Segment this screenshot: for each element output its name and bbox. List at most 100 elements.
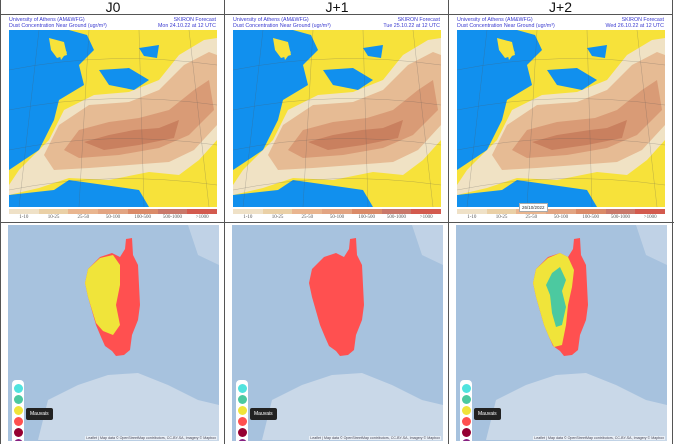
- dust-legend-label: 50-100: [105, 215, 121, 220]
- dust-forecast-panel: University of Athens (AM&WFG) SKIRON For…: [8, 17, 218, 221]
- dust-legend: [9, 209, 218, 214]
- dust-concentration-map: [233, 30, 441, 207]
- dust-legend-label: 1-10: [467, 215, 477, 220]
- dust-legend-label: 100-500: [582, 215, 600, 220]
- dust-legend-swatch: [233, 209, 263, 214]
- air-quality-panel[interactable]: Mauvais Leaflet | Map data © OpenStreetM…: [456, 225, 667, 441]
- forecast-label: SKIRON Forecast: [621, 17, 664, 23]
- dust-legend-swatch: [38, 209, 69, 214]
- dust-legend-label: 500-1000: [610, 215, 631, 220]
- dust-legend-swatch: [381, 209, 412, 214]
- dust-legend-swatch: [575, 209, 606, 214]
- legend-tooltip: Mauvais: [250, 408, 277, 420]
- map-attribution[interactable]: Leaflet | Map data © OpenStreetMap contr…: [533, 436, 665, 440]
- aq-legend: [236, 380, 248, 441]
- dust-legend-label: 100-500: [134, 215, 152, 220]
- dust-legend-label: >1000: [419, 215, 433, 220]
- dust-legend-swatch: [411, 209, 442, 214]
- dust-legend-label: 10-25: [495, 215, 508, 220]
- dust-legend-swatch: [127, 209, 158, 214]
- aq-legend: [12, 380, 24, 441]
- aq-legend-dot[interactable]: [13, 406, 23, 415]
- map-attribution[interactable]: Leaflet | Map data © OpenStreetMap contr…: [309, 436, 441, 440]
- legend-tooltip: Mauvais: [26, 408, 53, 420]
- dust-legend-label: 10-25: [47, 215, 60, 220]
- forecast-label: SKIRON Forecast: [173, 17, 216, 23]
- dust-legend-label: 1-10: [243, 215, 253, 220]
- aq-legend-dot[interactable]: [13, 417, 23, 426]
- dust-legend-swatch: [635, 209, 666, 214]
- institution-label: University of Athens (AM&WFG): [9, 17, 85, 23]
- dust-legend-swatch: [292, 209, 323, 214]
- legend-tooltip: Mauvais: [474, 408, 501, 420]
- dust-legend-labels: 1-10 10-25 25-50 50-100 100-500 500-1000 >1000: [457, 215, 665, 220]
- date-label: Mon 24.10.22 at 12 UTC: [157, 23, 216, 29]
- aq-legend-dot[interactable]: [13, 428, 23, 437]
- dust-legend-swatch: [187, 209, 218, 214]
- aq-legend-dot[interactable]: [237, 406, 247, 415]
- dust-legend-swatch: [68, 209, 99, 214]
- dust-concentration-map: [9, 30, 217, 207]
- air-quality-panel[interactable]: Mauvais Leaflet | Map data © OpenStreetM…: [8, 225, 219, 441]
- dust-legend-swatch: [546, 209, 576, 214]
- dust-legend-label: 500-1000: [162, 215, 183, 220]
- air-quality-map[interactable]: [8, 225, 219, 441]
- forecast-column-jplus1: J+1 University of Athens (AM&WFG) SKIRON…: [224, 0, 449, 444]
- dust-legend-label: >1000: [195, 215, 209, 220]
- dust-forecast-panel: University of Athens (AM&WFG) SKIRON For…: [232, 17, 442, 221]
- air-quality-map[interactable]: [232, 225, 443, 441]
- dust-legend: [457, 209, 666, 214]
- aq-legend-dot[interactable]: [237, 395, 247, 404]
- aq-legend-dot[interactable]: [461, 384, 471, 393]
- institution-label: University of Athens (AM&WFG): [233, 17, 309, 23]
- date-tooltip: 26/10/2022: [519, 203, 548, 212]
- aq-legend-dot[interactable]: [237, 417, 247, 426]
- dust-legend-label: 25-50: [525, 215, 538, 220]
- aq-legend-dot[interactable]: [461, 417, 471, 426]
- dust-legend-swatch: [157, 209, 188, 214]
- aq-legend: [460, 380, 472, 441]
- aq-legend-dot[interactable]: [461, 395, 471, 404]
- air-quality-map[interactable]: [456, 225, 667, 441]
- dust-legend-swatch: [486, 209, 517, 214]
- air-quality-panel[interactable]: Mauvais Leaflet | Map data © OpenStreetM…: [232, 225, 443, 441]
- forecast-column-j0: J0 University of Athens (AM&WFG) SKIRON …: [0, 0, 225, 444]
- dust-legend-swatch: [457, 209, 487, 214]
- date-label: Wed 26.10.22 at 12 UTC: [605, 23, 665, 29]
- dust-legend-label: 500-1000: [386, 215, 407, 220]
- sardinia-landmass: [262, 373, 443, 441]
- dust-legend-swatch: [98, 209, 128, 214]
- row-divider: [0, 222, 674, 223]
- aq-legend-dot[interactable]: [461, 439, 471, 441]
- aq-legend-dot[interactable]: [461, 428, 471, 437]
- dust-legend-labels: 1-10 10-25 25-50 50-100 100-500 500-1000 >1000: [9, 215, 217, 220]
- forecast-label: SKIRON Forecast: [397, 17, 440, 23]
- aq-legend-dot[interactable]: [13, 439, 23, 441]
- aq-legend-dot[interactable]: [13, 384, 23, 393]
- aq-legend-dot[interactable]: [237, 428, 247, 437]
- aq-legend-dot[interactable]: [237, 384, 247, 393]
- aq-legend-dot[interactable]: [461, 406, 471, 415]
- dust-forecast-panel: University of Athens (AM&WFG) SKIRON For…: [456, 17, 666, 221]
- product-label: Dust Concentration Near Ground (ugr/m³): [457, 23, 555, 29]
- aq-legend-dot[interactable]: [237, 439, 247, 441]
- dust-legend-labels: 1-10 10-25 25-50 50-100 100-500 500-1000 >1000: [233, 215, 441, 220]
- institution-label: University of Athens (AM&WFG): [457, 17, 533, 23]
- column-title: J+1: [225, 0, 449, 15]
- product-label: Dust Concentration Near Ground (ugr/m³): [233, 23, 331, 29]
- map-attribution[interactable]: Leaflet | Map data © OpenStreetMap contr…: [85, 436, 217, 440]
- product-label: Dust Concentration Near Ground (ugr/m³): [9, 23, 107, 29]
- dust-legend-label: 25-50: [301, 215, 314, 220]
- dust-legend: [233, 209, 442, 214]
- aq-legend-dot[interactable]: [13, 395, 23, 404]
- corsica-pollution-zone: [309, 238, 364, 356]
- dust-legend-label: 10-25: [271, 215, 284, 220]
- dust-concentration-map: [457, 30, 665, 207]
- date-label: Tue 25.10.22 at 12 UTC: [383, 23, 440, 29]
- dust-legend-label: 50-100: [329, 215, 345, 220]
- sardinia-landmass: [38, 373, 219, 441]
- column-title: J0: [1, 0, 225, 15]
- dust-legend-swatch: [351, 209, 382, 214]
- sardinia-landmass: [486, 373, 667, 441]
- dust-legend-swatch: [262, 209, 293, 214]
